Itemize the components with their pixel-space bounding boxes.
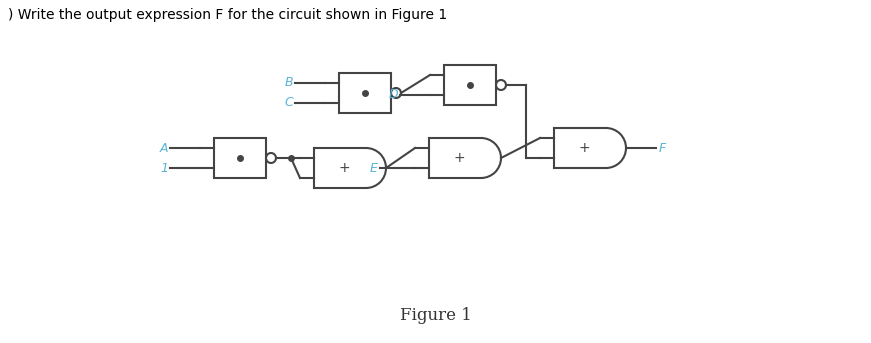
- Text: Figure 1: Figure 1: [400, 307, 471, 323]
- Text: 1: 1: [160, 162, 168, 175]
- Bar: [339, 73, 391, 113]
- Text: F: F: [659, 142, 666, 154]
- Bar: [444, 65, 496, 105]
- Bar: [214, 138, 266, 178]
- Text: +: +: [453, 151, 465, 165]
- Text: ) Write the output expression F for the circuit shown in Figure 1: ) Write the output expression F for the …: [8, 8, 447, 22]
- Text: E: E: [370, 162, 378, 175]
- Text: C: C: [284, 96, 293, 109]
- Text: B: B: [284, 76, 293, 90]
- Text: A: A: [159, 142, 168, 154]
- Text: +: +: [578, 141, 590, 155]
- Text: +: +: [338, 161, 350, 175]
- Text: D: D: [388, 88, 398, 102]
